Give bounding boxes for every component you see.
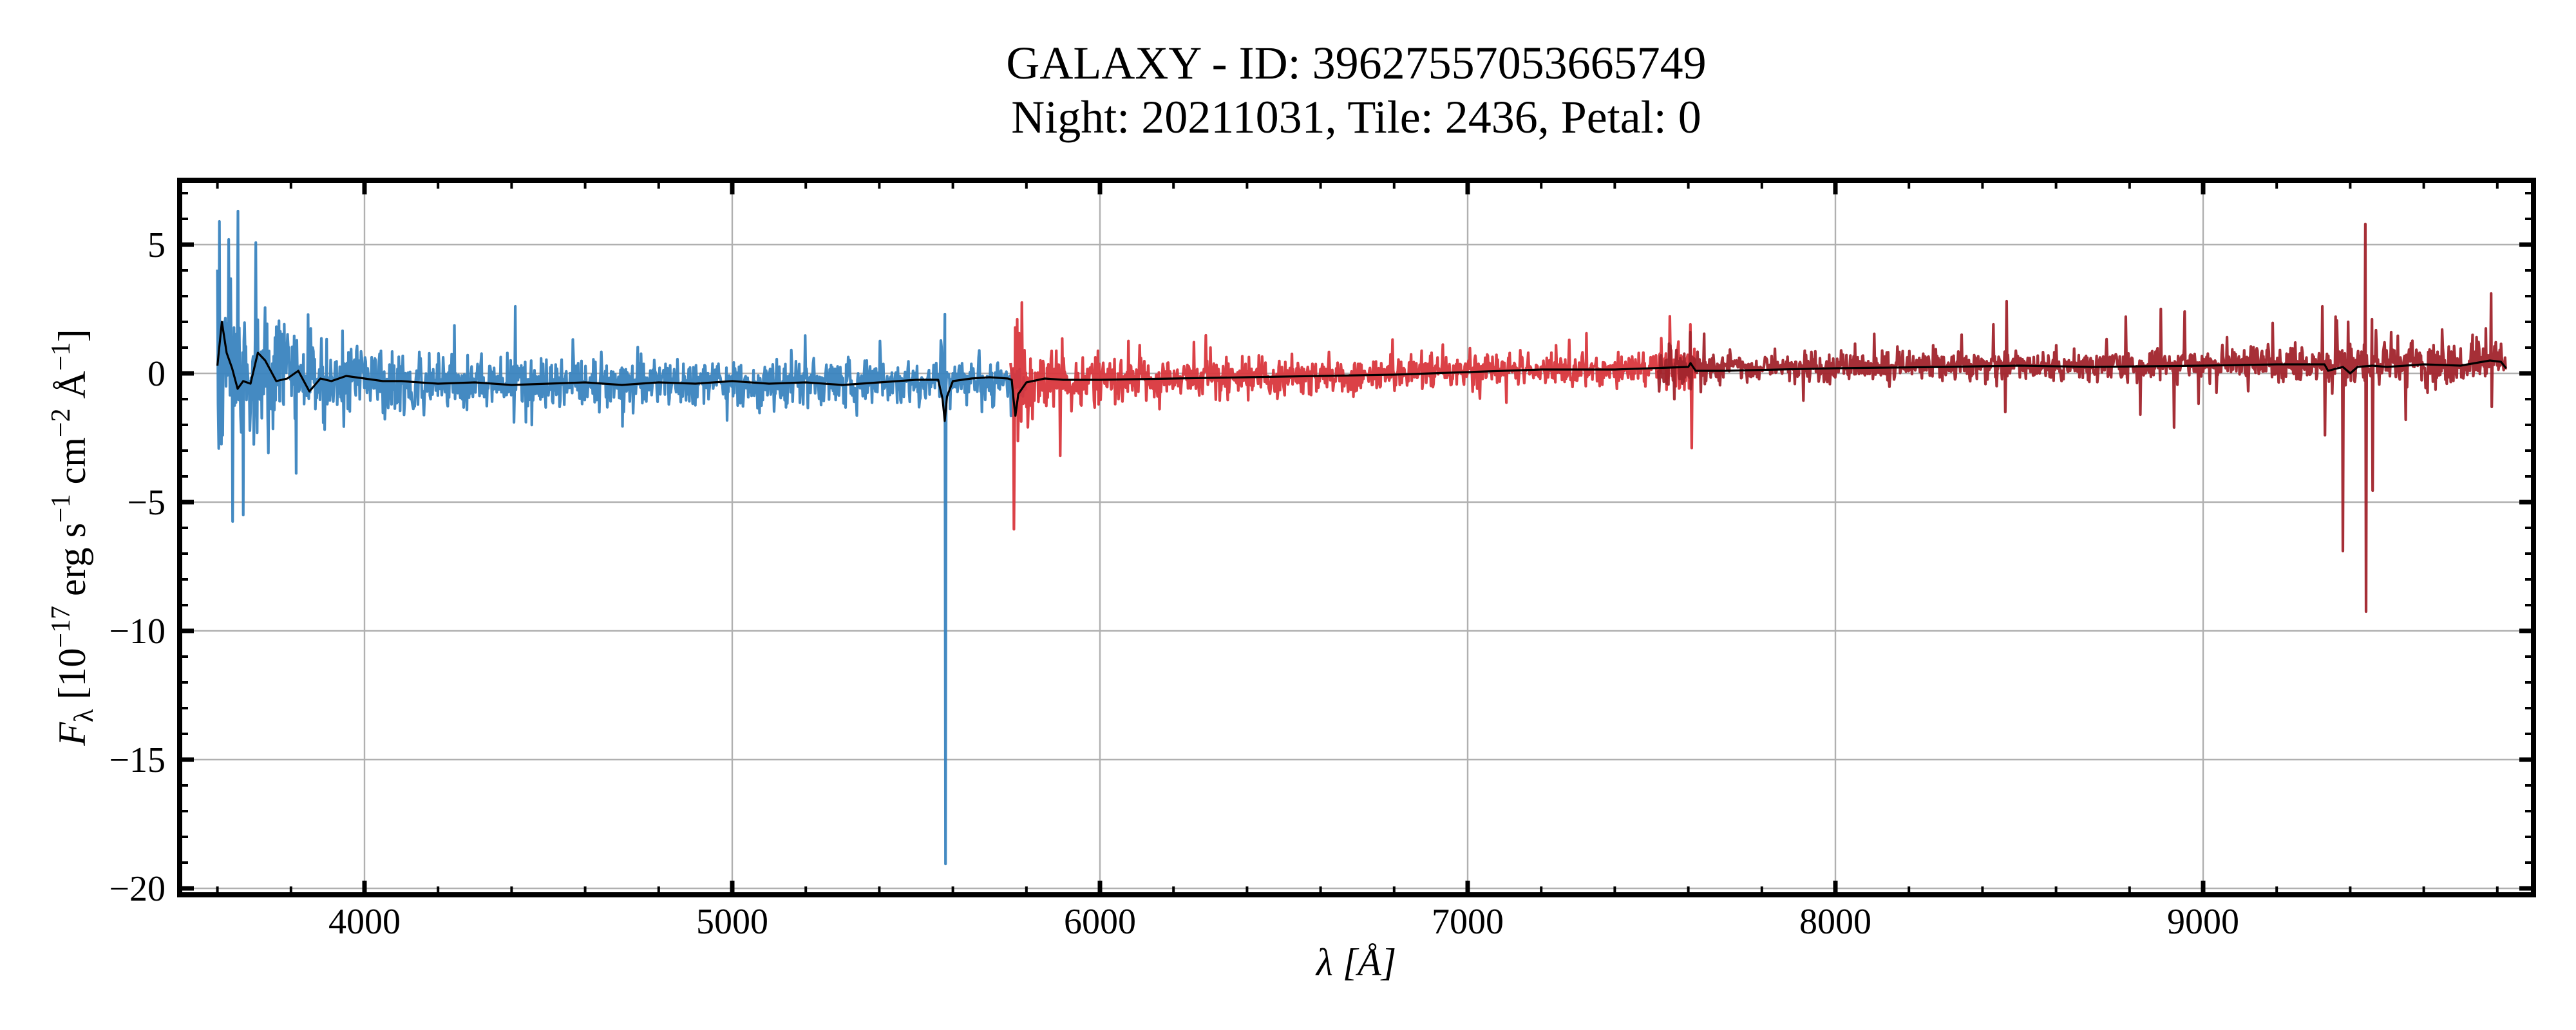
x-tick-label: 4000	[328, 902, 401, 942]
spectrum-series-b-arm	[216, 209, 1028, 866]
y-label-cm: cm	[51, 437, 93, 494]
chart-title: GALAXY - ID: 39627557053665749	[1006, 37, 1706, 89]
y-label-exp-scale: −17	[46, 606, 76, 648]
smoothed-model-line	[216, 321, 2507, 422]
x-axis-label: λ [Å]	[1315, 941, 1396, 984]
y-label-angstrom: Å	[51, 371, 93, 408]
x-tick-label: 7000	[1432, 902, 1504, 942]
x-tick-label: 8000	[1799, 902, 1871, 942]
x-tick-label: 9000	[2167, 902, 2239, 942]
y-axis-label: Fλ [10−17 erg s−1 cm−2 Å−1]	[46, 329, 99, 746]
chart-subtitle: Night: 20211031, Tile: 2436, Petal: 0	[1011, 91, 1701, 143]
y-tick-label: −15	[109, 740, 166, 780]
y-label-exp-s: −1	[46, 494, 76, 523]
y-tick-label: 5	[147, 225, 166, 265]
x-tick-labels: 4000 5000 6000 7000 8000 9000	[328, 902, 2239, 942]
y-label-erg-s: erg s	[51, 523, 93, 606]
y-label-exp-cm: −2	[46, 408, 76, 437]
x-tick-label: 5000	[696, 902, 768, 942]
y-tick-labels: 5 0 −5 −10 −15 −20	[109, 225, 166, 909]
y-label-close-bracket: ]	[51, 329, 93, 342]
y-label-exp-angstrom: −1	[46, 342, 76, 371]
plot-area	[216, 209, 2507, 866]
y-label-symbol: F	[51, 722, 93, 747]
y-tick-label: 0	[147, 354, 166, 394]
y-tick-label: −5	[127, 483, 166, 523]
x-tick-label: 6000	[1064, 902, 1136, 942]
axes-frame	[177, 178, 2536, 897]
y-label-subscript: λ	[70, 709, 99, 722]
spectrum-series-r-arm	[1009, 301, 1697, 531]
y-tick-label: −20	[109, 869, 166, 909]
x-axis-label-text: λ [Å]	[1315, 941, 1396, 984]
y-label-prefix: [10	[51, 648, 93, 709]
y-tick-label: −10	[109, 612, 166, 651]
grid-lines	[180, 180, 2533, 895]
